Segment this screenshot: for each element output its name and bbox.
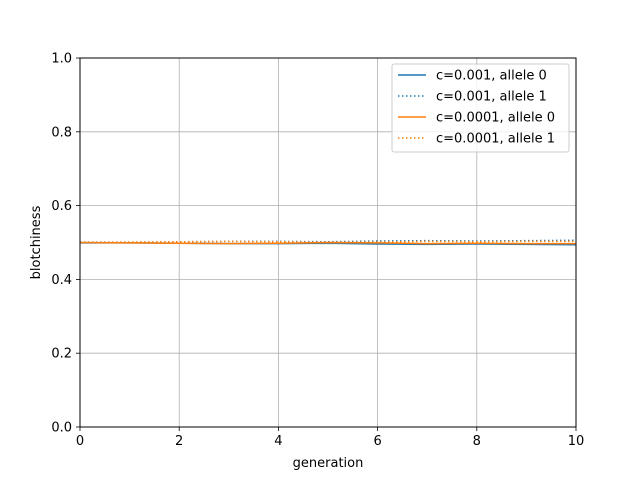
x-tick-label: 6: [373, 434, 381, 449]
y-tick-label: 0.4: [51, 273, 72, 288]
y-tick-label: 1.0: [51, 52, 72, 67]
y-tick-label: 0.2: [51, 347, 72, 362]
series-lines: [79, 239, 577, 246]
x-axis-label: generation: [293, 456, 364, 471]
series-line-3: [79, 240, 576, 244]
y-tick-label: 0.6: [51, 199, 72, 214]
x-tick-label: 2: [175, 434, 183, 449]
y-tick-label: 0.0: [51, 421, 72, 436]
legend-box: [391, 63, 570, 153]
y-tick-label: 0.8: [51, 125, 72, 140]
x-tick-label: 10: [568, 434, 585, 449]
legend-label: c=0.0001, allele 1: [436, 132, 555, 147]
legend: c=0.001, allele 0 c=0.001, allele 1 c=0.00…: [391, 63, 570, 153]
plot-frame: [79, 57, 577, 428]
legend-label: c=0.001, allele 1: [436, 90, 547, 105]
x-tick-label: 8: [473, 434, 481, 449]
x-tick-label: 4: [274, 434, 282, 449]
axis-ticks: 0 2 4 6 8 10 0.0 0.2 0.4 0.6 0.8 1.0: [51, 52, 584, 450]
legend-label: c=0.0001, allele 0: [436, 111, 555, 126]
legend-label: c=0.001, allele 0: [436, 69, 547, 84]
y-axis-label: blotchiness: [29, 205, 44, 279]
x-tick-label: 0: [76, 434, 84, 449]
